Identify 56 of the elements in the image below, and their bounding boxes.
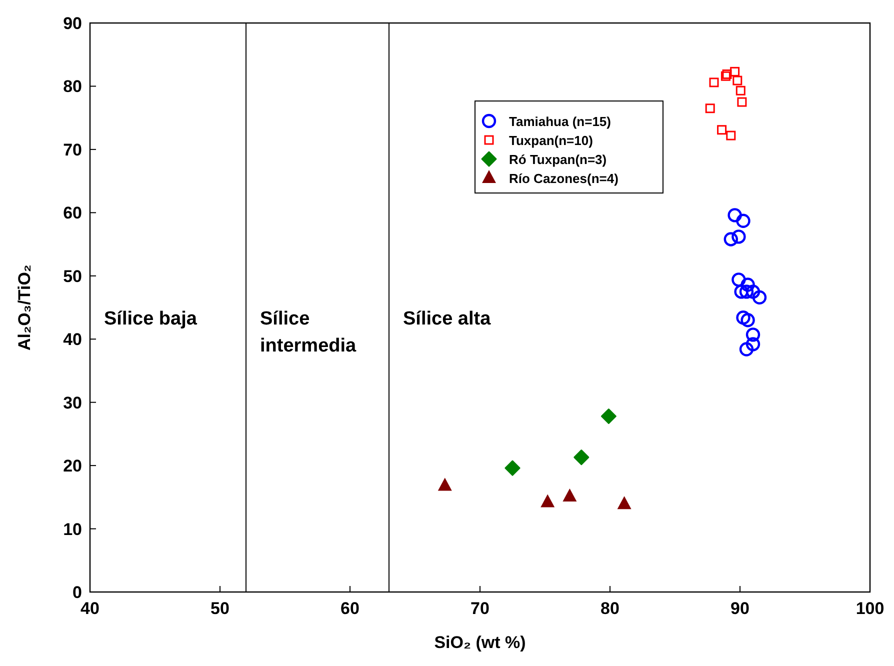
- point: [504, 460, 520, 476]
- point: [746, 337, 760, 352]
- point: [562, 488, 577, 502]
- point: [617, 496, 632, 510]
- y-tick-label: 30: [63, 393, 82, 412]
- point: [709, 78, 719, 88]
- y-tick-label: 60: [63, 204, 82, 223]
- point: [438, 478, 452, 491]
- point: [705, 104, 715, 114]
- y-tick-label: 70: [63, 140, 82, 160]
- y-tick-label: 90: [63, 14, 82, 33]
- y-tick-label: 20: [63, 456, 82, 476]
- point: [736, 310, 750, 325]
- x-tick-label: 100: [856, 599, 884, 618]
- point: [732, 230, 746, 244]
- point: [726, 130, 736, 140]
- legend-label: Ró Tuxpan(n=3): [509, 152, 607, 167]
- point: [732, 272, 746, 287]
- y-axis-title: Al₂O₃/TiO₂: [15, 264, 34, 350]
- point: [734, 284, 748, 299]
- point: [739, 284, 754, 299]
- annotation: Sílice alta: [403, 308, 492, 330]
- x-tick-label: 50: [210, 599, 230, 618]
- point: [752, 290, 767, 304]
- point: [728, 208, 742, 222]
- point: [746, 284, 760, 299]
- point: [736, 214, 750, 228]
- y-tick-label: 0: [72, 583, 82, 602]
- x-tick-label: 40: [80, 599, 100, 618]
- point: [740, 278, 755, 292]
- point: [717, 125, 727, 135]
- y-tick-label: 40: [63, 330, 82, 350]
- point: [739, 342, 754, 356]
- x-tick-label: 80: [600, 599, 620, 618]
- y-tick-label: 80: [63, 77, 82, 96]
- point: [737, 97, 747, 107]
- annotation: Sílice intermedia: [260, 308, 357, 357]
- point: [740, 313, 755, 328]
- legend-label: Tuxpan(n=10): [509, 133, 593, 148]
- point: [600, 408, 616, 424]
- point: [574, 450, 590, 466]
- x-axis-title: SiO₂ (wt %): [434, 633, 526, 652]
- legend-label: Río Cazones(n=4): [509, 171, 618, 186]
- point: [724, 232, 738, 246]
- legend-label: Tamiahua (n=15): [509, 114, 611, 129]
- point: [540, 494, 555, 508]
- point: [746, 328, 760, 342]
- annotation: Sílice baja: [104, 308, 198, 330]
- point: [730, 66, 740, 76]
- y-tick-label: 10: [63, 520, 82, 539]
- x-tick-label: 90: [730, 599, 750, 618]
- x-tick-label: 60: [340, 599, 360, 618]
- point: [732, 76, 742, 86]
- x-tick-label: 70: [470, 599, 490, 618]
- point: [736, 86, 746, 96]
- y-tick-label: 50: [63, 266, 82, 286]
